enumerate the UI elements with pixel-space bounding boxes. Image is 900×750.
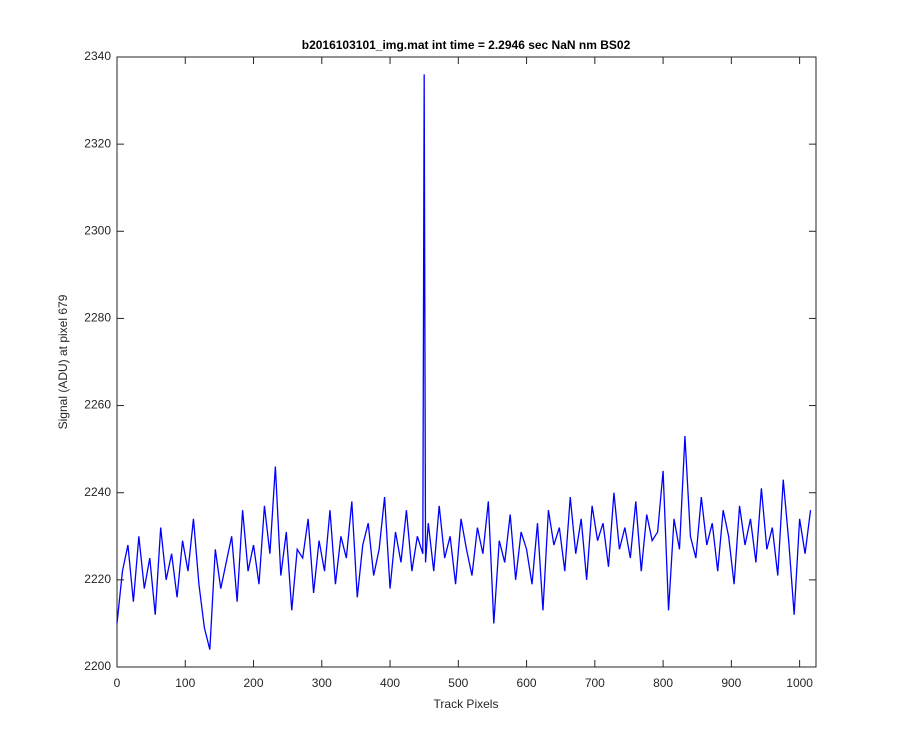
y-tick-label: 2320 bbox=[84, 136, 111, 150]
x-tick-label: 100 bbox=[175, 676, 195, 690]
y-tick-label: 2200 bbox=[84, 659, 111, 673]
x-tick-label: 400 bbox=[380, 676, 400, 690]
y-tick-label: 2240 bbox=[84, 485, 111, 499]
data-line bbox=[116, 74, 812, 650]
x-tick-label: 700 bbox=[585, 676, 605, 690]
y-tick-label: 2340 bbox=[84, 49, 111, 63]
x-tick-label: 500 bbox=[448, 676, 468, 690]
x-tick-label: 1000 bbox=[786, 676, 813, 690]
y-axis-label: Signal (ADU) at pixel 679 bbox=[56, 294, 70, 429]
y-tick-label: 2280 bbox=[84, 311, 111, 325]
x-tick-label: 900 bbox=[721, 676, 741, 690]
y-tick-label: 2300 bbox=[84, 223, 111, 237]
x-axis-label: Track Pixels bbox=[434, 697, 499, 711]
x-tick-label: 200 bbox=[244, 676, 264, 690]
x-tick-label: 800 bbox=[653, 676, 673, 690]
plot-area bbox=[116, 56, 817, 668]
x-tick-label: 300 bbox=[312, 676, 332, 690]
y-tick-label: 2220 bbox=[84, 572, 111, 586]
x-tick-label: 0 bbox=[114, 676, 121, 690]
x-tick-label: 600 bbox=[517, 676, 537, 690]
chart-title: b2016103101_img.mat int time = 2.2946 se… bbox=[302, 38, 631, 52]
y-tick-label: 2260 bbox=[84, 398, 111, 412]
